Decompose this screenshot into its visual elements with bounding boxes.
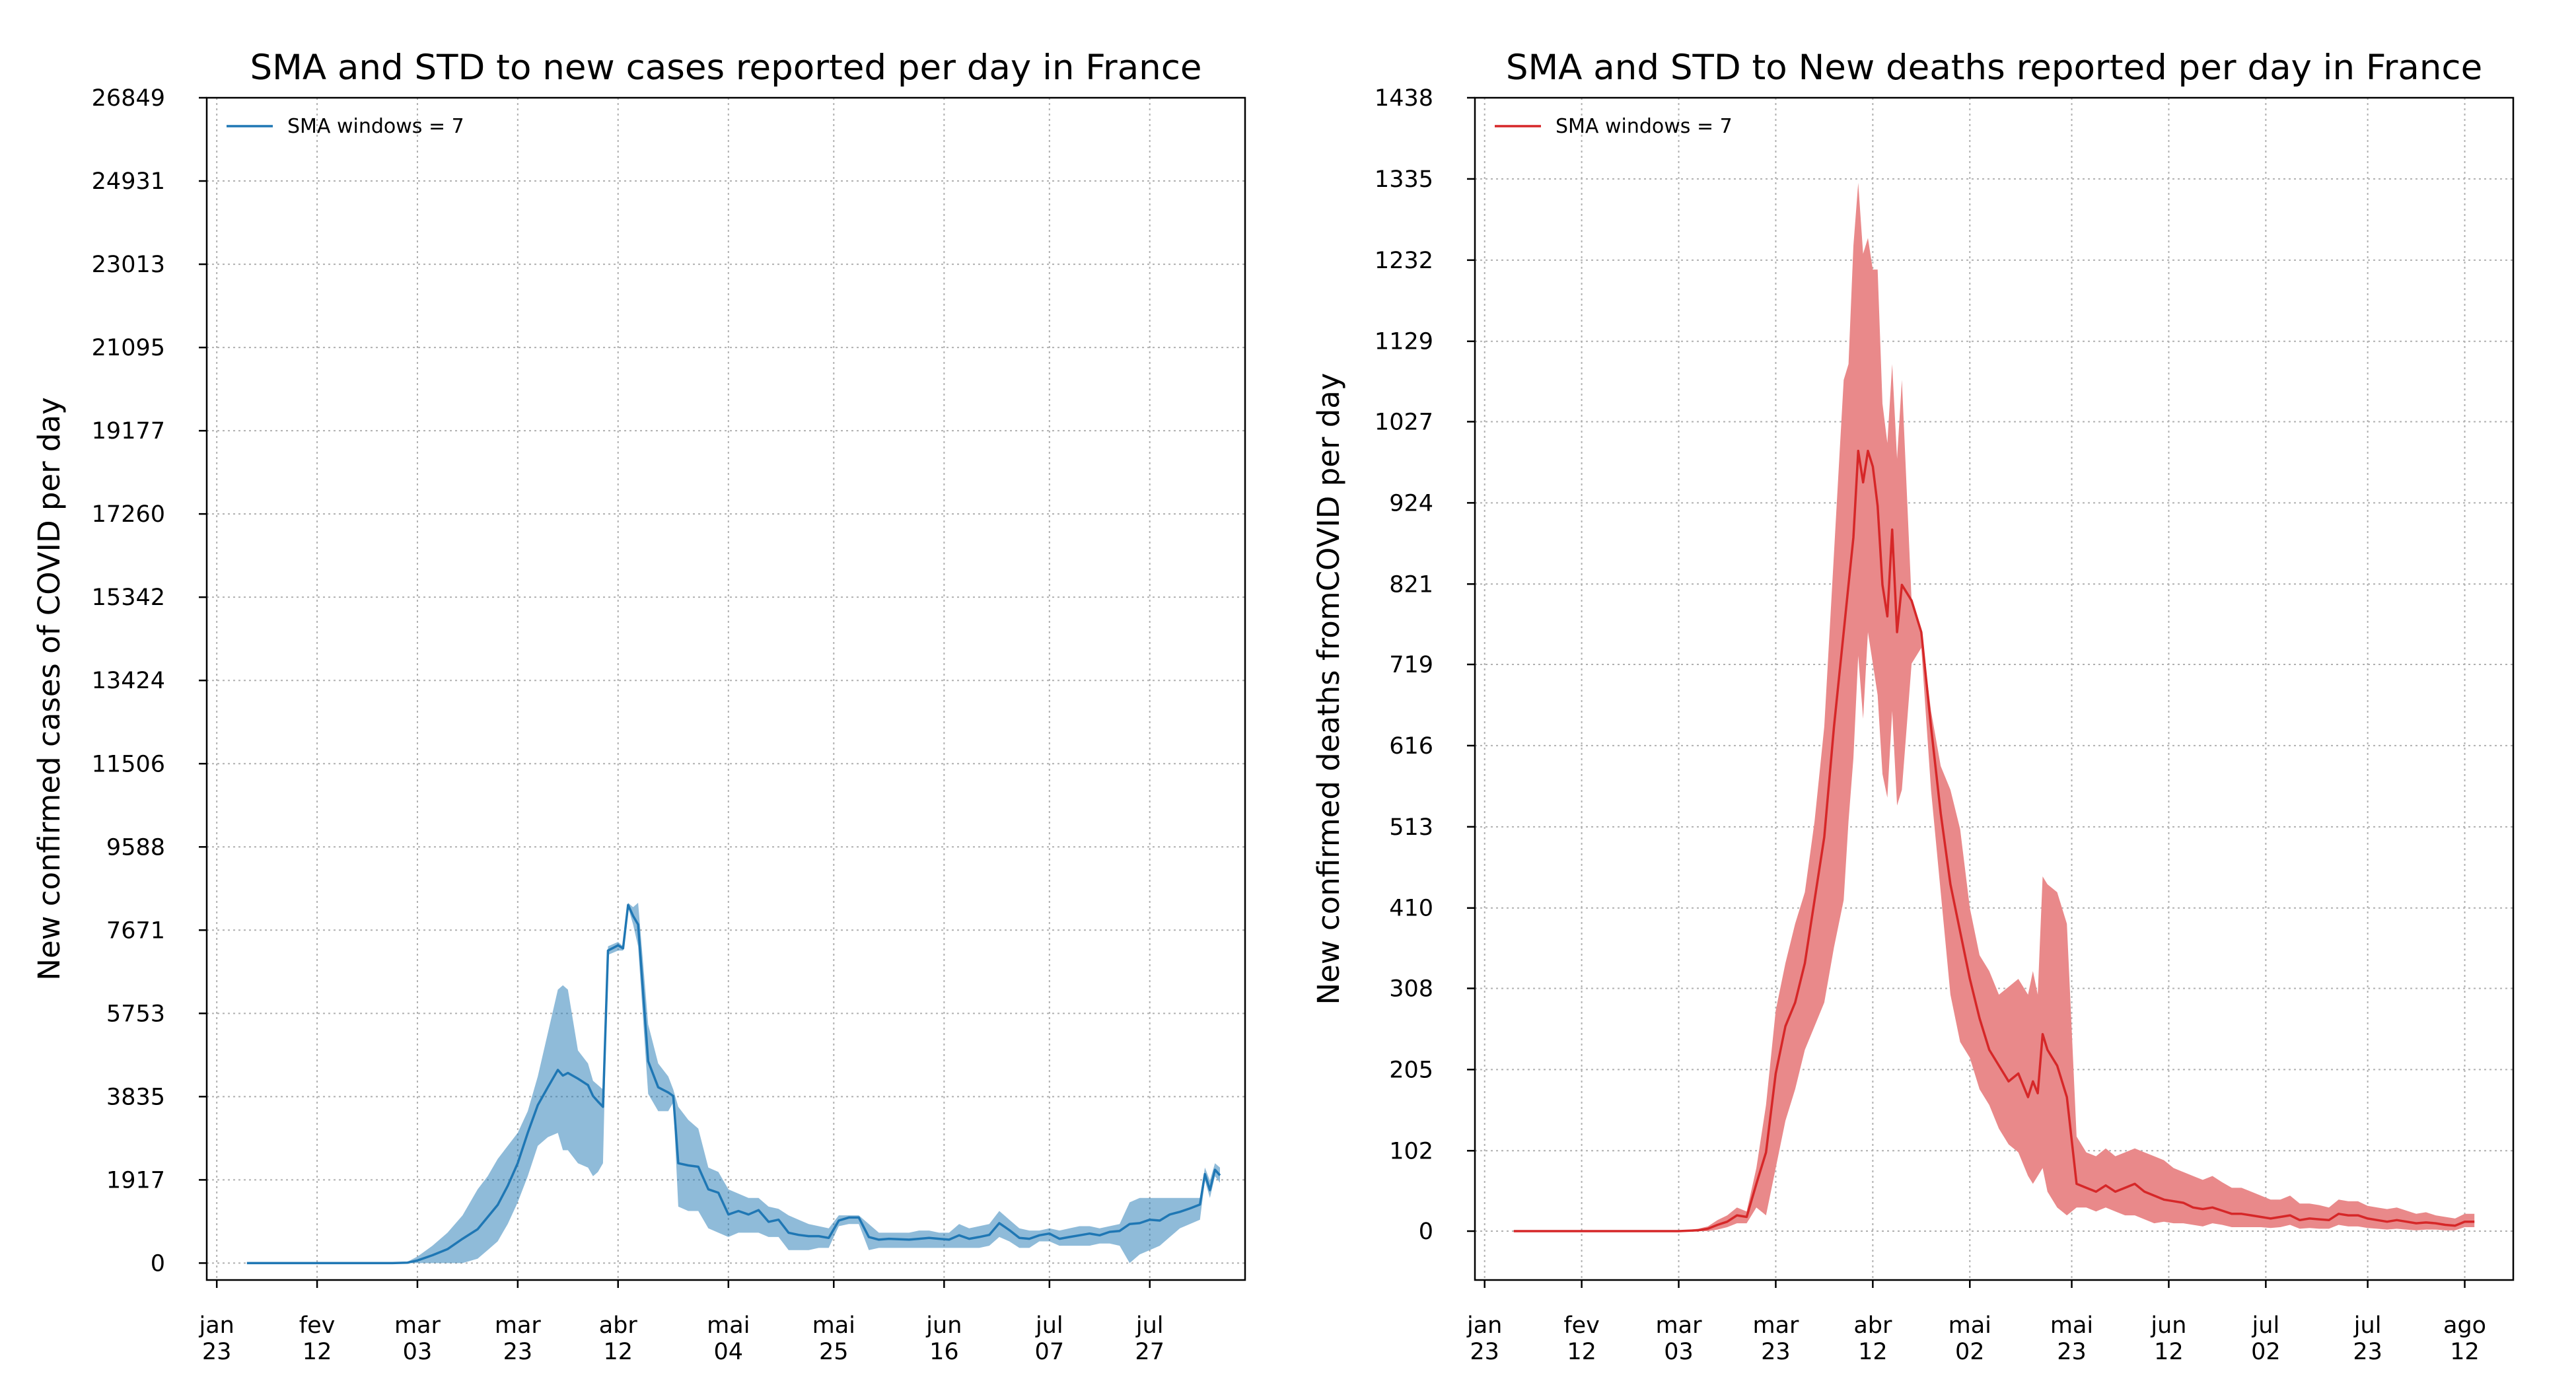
x-tick-label-month: fev (1563, 1312, 1600, 1339)
x-tick-label-day: 03 (1664, 1339, 1694, 1365)
deaths-chart-panel: SMA and STD to New deaths reported per d… (1311, 48, 2515, 1365)
x-tick-label-month: mar (394, 1312, 441, 1339)
y-axis-label: New confirmed deaths fromCOVID per day (1311, 373, 1346, 1005)
y-tick-label: 3835 (106, 1084, 165, 1110)
sma-line (1513, 449, 2475, 1232)
y-tick-label: 11506 (92, 751, 165, 777)
legend: SMA windows = 7 (227, 115, 464, 138)
y-axis-label: New confirmed cases of COVID per day (32, 397, 67, 980)
x-tick-label-month: jul (2252, 1312, 2280, 1339)
chart-title: SMA and STD to new cases reported per da… (250, 48, 1201, 88)
plot-frame (1474, 96, 2515, 1281)
y-tick-label: 0 (151, 1250, 165, 1277)
legend-label: SMA windows = 7 (1556, 115, 1733, 138)
x-tick-label-month: mar (1656, 1312, 1703, 1339)
x-tick-label-month: fev (299, 1312, 336, 1339)
x-tick-label-month: mai (2050, 1312, 2093, 1339)
std-band (1513, 182, 2475, 1231)
x-tick-label-month: mar (1752, 1312, 1799, 1339)
x-tick-label-month: jul (2353, 1312, 2382, 1339)
legend: SMA windows = 7 (1495, 115, 1733, 138)
cases-chart-panel: SMA and STD to new cases reported per da… (32, 48, 1246, 1365)
y-tick-label: 23013 (92, 252, 165, 278)
y-tick-label: 1027 (1375, 409, 1433, 435)
x-tick-label-day: 27 (1135, 1339, 1164, 1365)
x-tick-label-day: 12 (1567, 1339, 1596, 1365)
x-tick-label-month: mai (812, 1312, 855, 1339)
x-tick-label-day: 23 (503, 1339, 533, 1365)
x-tick-label-day: 12 (2450, 1339, 2480, 1365)
x-tick-label-month: jan (199, 1312, 234, 1339)
y-tick-label: 26849 (92, 85, 165, 112)
y-tick-label: 13424 (92, 668, 165, 694)
x-tick-label-month: jul (1135, 1312, 1164, 1339)
y-tick-label: 1917 (106, 1167, 165, 1193)
x-tick-label-day: 02 (1955, 1339, 1985, 1365)
x-tick-label-month: jan (1466, 1312, 1502, 1339)
y-tick-label: 7671 (106, 917, 165, 944)
y-tick-label: 308 (1389, 976, 1433, 1002)
y-tick-label: 821 (1389, 571, 1433, 598)
x-tick-label-day: 23 (2353, 1339, 2382, 1365)
std-band (246, 902, 1220, 1263)
x-tick-label-day: 23 (1470, 1339, 1499, 1365)
y-tick-label: 410 (1389, 896, 1433, 922)
y-tick-label: 0 (1419, 1219, 1433, 1245)
x-tick-label-day: 04 (714, 1339, 744, 1365)
y-tick-label: 9588 (106, 834, 165, 861)
y-tick-label: 1335 (1375, 166, 1433, 193)
y-tick-label: 205 (1389, 1057, 1433, 1083)
plot-frame (205, 96, 1246, 1281)
y-tick-label: 719 (1389, 652, 1433, 678)
y-tick-label: 1129 (1375, 329, 1433, 355)
y-tick-label: 15342 (92, 585, 165, 611)
x-tick-label-month: jun (2150, 1312, 2186, 1339)
chart-title: SMA and STD to New deaths reported per d… (1506, 48, 2482, 88)
y-tick-label: 17260 (92, 501, 165, 528)
x-tick-label-day: 12 (303, 1339, 332, 1365)
x-tick-label-day: 12 (2154, 1339, 2184, 1365)
sma-line (246, 904, 1221, 1265)
x-tick-label-day: 23 (202, 1339, 232, 1365)
x-tick-label-day: 12 (603, 1339, 633, 1365)
y-tick-label: 5753 (106, 1001, 165, 1027)
x-tick-label-day: 16 (929, 1339, 959, 1365)
x-tick-label-day: 12 (1858, 1339, 1888, 1365)
y-tick-label: 616 (1389, 733, 1433, 760)
x-tick-label-day: 25 (819, 1339, 849, 1365)
x-tick-label-month: mar (495, 1312, 542, 1339)
x-tick-label-day: 07 (1035, 1339, 1065, 1365)
y-tick-label: 513 (1389, 814, 1433, 841)
y-tick-label: 21095 (92, 335, 165, 361)
x-tick-label-day: 03 (403, 1339, 433, 1365)
x-tick-label-month: abr (599, 1312, 638, 1339)
y-tick-label: 924 (1389, 490, 1433, 516)
x-tick-label-month: jun (925, 1312, 962, 1339)
y-tick-label: 1438 (1375, 85, 1433, 112)
x-tick-label-day: 23 (2057, 1339, 2087, 1365)
x-tick-label-month: mai (1949, 1312, 1991, 1339)
y-tick-label: 102 (1389, 1138, 1433, 1164)
x-tick-label-day: 23 (1761, 1339, 1791, 1365)
x-tick-label-day: 02 (2251, 1339, 2281, 1365)
x-tick-label-month: mai (707, 1312, 750, 1339)
legend-label: SMA windows = 7 (287, 115, 464, 138)
y-tick-label: 24931 (92, 168, 165, 195)
x-tick-label-month: jul (1035, 1312, 1063, 1339)
x-tick-label-month: abr (1853, 1312, 1892, 1339)
y-tick-label: 1232 (1375, 248, 1433, 274)
x-tick-label-month: ago (2443, 1312, 2486, 1339)
y-tick-label: 19177 (92, 418, 165, 445)
